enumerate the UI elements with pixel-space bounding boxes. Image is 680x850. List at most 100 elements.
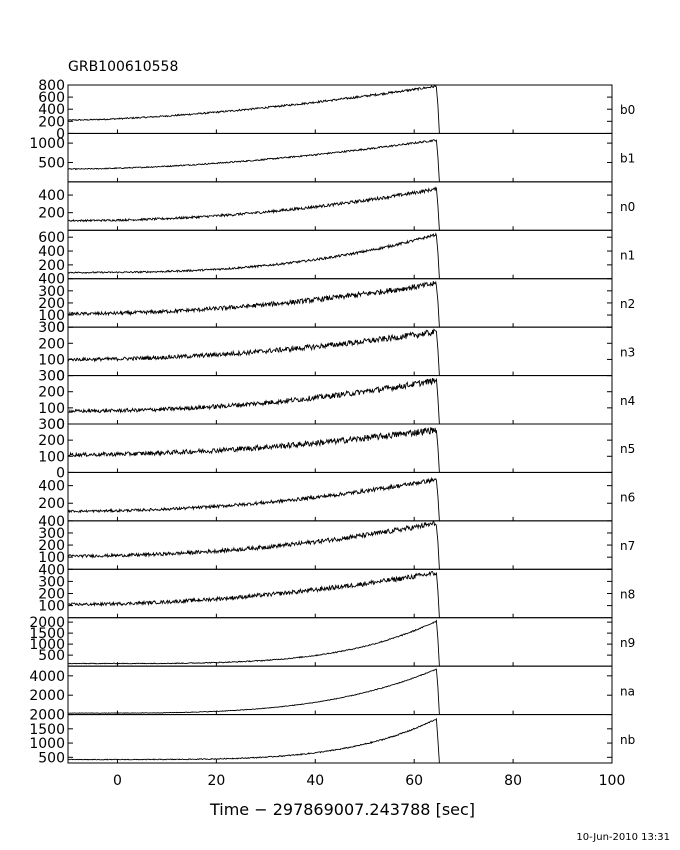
panel-frame-na — [67, 665, 613, 716]
x-tick-label-40: 40 — [306, 773, 324, 789]
y-tick-label-n8-400: 400 — [38, 562, 65, 578]
series-line-n7 — [67, 520, 441, 570]
series-line-n5 — [67, 427, 441, 473]
x-tick-label-20: 20 — [207, 773, 225, 789]
y-tick-label-n8-200: 200 — [38, 587, 65, 603]
y-tick-label-n0-200: 200 — [38, 206, 65, 222]
panel-frame-b0 — [67, 84, 613, 134]
panel-frame-n7 — [67, 520, 613, 570]
x-tick-label-80: 80 — [504, 773, 522, 789]
y-tick-label-n8-300: 300 — [38, 574, 65, 590]
panel-frame-n4 — [67, 375, 613, 425]
y-tick-label-n5-100: 100 — [38, 449, 65, 465]
panel-frame-b1 — [67, 132, 613, 183]
y-tick-label-n1-200: 200 — [38, 258, 65, 274]
series-line-n4 — [67, 377, 441, 425]
y-tick-label-n2-0: 0 — [56, 320, 65, 336]
detector-label-n6: n6 — [620, 491, 635, 505]
series-line-n8 — [67, 571, 441, 619]
detector-label-n3: n3 — [620, 345, 635, 359]
y-tick-label-n9-1000: 1000 — [29, 637, 65, 653]
y-tick-label-n1-600: 600 — [38, 230, 65, 246]
series-line-b1 — [67, 139, 441, 183]
y-tick-label-nb-1000: 1000 — [29, 736, 65, 752]
panel-frame-n0 — [67, 181, 613, 231]
x-axis-label: Time − 297869007.243788 [sec] — [209, 800, 476, 819]
timestamp-label: 10-Jun-2010 13:31 — [576, 832, 670, 843]
series-line-n2 — [67, 280, 441, 328]
series-line-n0 — [67, 186, 441, 231]
y-tick-label-n3-200: 200 — [38, 336, 65, 352]
panel-frame-n9 — [67, 617, 613, 667]
detector-label-n8: n8 — [620, 588, 635, 602]
series-line-n9 — [68, 619, 441, 667]
y-tick-label-n2-200: 200 — [38, 296, 65, 312]
detector-label-n9: n9 — [620, 636, 635, 650]
detector-label-b1: b1 — [620, 152, 635, 166]
y-tick-label-n2-300: 300 — [38, 284, 65, 300]
detector-label-n4: n4 — [620, 394, 635, 408]
y-tick-label-b0-0: 0 — [56, 126, 65, 142]
y-tick-label-n6-200: 200 — [38, 496, 65, 512]
detector-label-n1: n1 — [620, 249, 635, 263]
panel-frame-n8 — [67, 568, 613, 619]
y-tick-label-n5-200: 200 — [38, 433, 65, 449]
panel-frame-n2 — [67, 278, 613, 328]
y-tick-label-n4-200: 200 — [38, 385, 65, 401]
detector-label-na: na — [620, 684, 635, 698]
y-tick-label-nb-2000: 2000 — [29, 708, 65, 724]
y-tick-label-n0-400: 400 — [38, 188, 65, 204]
y-tick-label-na-4000: 4000 — [29, 669, 65, 685]
series-line-n1 — [67, 232, 441, 280]
y-tick-label-n7-100: 100 — [38, 550, 65, 566]
series-line-n3 — [67, 328, 441, 377]
y-tick-label-n7-300: 300 — [38, 526, 65, 542]
detector-label-nb: nb — [620, 733, 635, 747]
panel-frame-n3 — [67, 326, 613, 377]
y-tick-label-nb-500: 500 — [38, 750, 65, 766]
y-tick-label-n1-400: 400 — [38, 244, 65, 260]
y-tick-label-n5-300: 300 — [38, 417, 65, 433]
chart-title: GRB100610558 — [68, 59, 179, 75]
detector-label-n2: n2 — [620, 297, 635, 311]
series-line-b0 — [67, 84, 441, 134]
y-tick-label-b1-1000: 1000 — [29, 136, 65, 152]
x-tick-label-100: 100 — [599, 773, 626, 789]
y-tick-label-n3-300: 300 — [38, 320, 65, 336]
y-tick-label-n9-500: 500 — [38, 648, 65, 664]
y-tick-label-n2-100: 100 — [38, 308, 65, 324]
y-tick-label-b1-500: 500 — [38, 155, 65, 171]
y-tick-label-n8-100: 100 — [38, 599, 65, 615]
series-line-na — [67, 668, 441, 716]
y-tick-label-n2-400: 400 — [38, 272, 65, 288]
y-tick-label-nb-1500: 1500 — [29, 722, 65, 738]
series-line-n6 — [67, 476, 441, 522]
detector-label-n0: n0 — [620, 200, 635, 214]
panel-frame-n6 — [67, 471, 613, 522]
y-tick-label-b0-800: 800 — [38, 78, 65, 94]
x-tick-label-0: 0 — [113, 773, 122, 789]
y-tick-label-n3-100: 100 — [38, 352, 65, 368]
y-tick-label-b0-400: 400 — [38, 102, 65, 118]
x-tick-label-60: 60 — [405, 773, 423, 789]
y-tick-label-n5-0: 0 — [56, 465, 65, 481]
y-tick-label-n6-400: 400 — [38, 479, 65, 495]
detector-label-n5: n5 — [620, 442, 635, 456]
series-line-nb — [67, 717, 441, 764]
y-tick-label-na-2000: 2000 — [29, 688, 65, 704]
panel-frame-n5 — [67, 423, 613, 473]
y-tick-label-n4-100: 100 — [38, 401, 65, 417]
y-tick-label-n3-0: 0 — [56, 369, 65, 385]
y-tick-label-n7-400: 400 — [38, 514, 65, 530]
y-tick-label-n7-200: 200 — [38, 538, 65, 554]
y-tick-label-n4-300: 300 — [38, 369, 65, 385]
y-tick-label-n4-0: 0 — [56, 417, 65, 433]
detector-label-n7: n7 — [620, 539, 635, 553]
y-tick-label-n9-1500: 1500 — [29, 626, 65, 642]
panel-frame-nb — [67, 714, 613, 764]
y-tick-label-b0-600: 600 — [38, 90, 65, 106]
y-tick-label-n9-2000: 2000 — [29, 615, 65, 631]
detector-label-b0: b0 — [620, 103, 635, 117]
y-tick-label-b0-200: 200 — [38, 114, 65, 130]
